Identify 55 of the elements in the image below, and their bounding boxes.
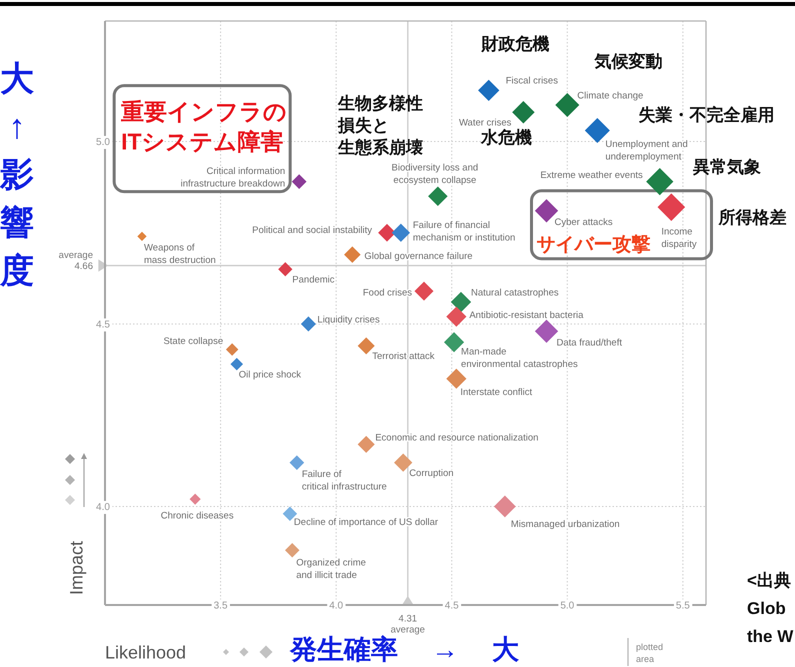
series-label: Antibiotic-resistant bacteria	[469, 310, 584, 321]
series-label: Decline of importance of US dollar	[294, 517, 438, 528]
series-label: Political and social instability	[252, 225, 372, 236]
series-label: Liquidity crises	[317, 314, 380, 326]
annotation: 生物多様性損失と生態系崩壊	[336, 94, 423, 158]
series-label: Critical information infrastructure breakdown	[180, 166, 286, 190]
series-label: Oil price shock	[238, 369, 302, 380]
series-label: Weapons of mass destruction	[144, 242, 216, 266]
series-label: Water crises	[458, 118, 512, 129]
ref-line-label: average 4.66	[58, 250, 93, 272]
y-axis-title: Impact	[66, 540, 86, 596]
series-label: Corruption	[409, 468, 454, 479]
x-tick-label: 4.0	[329, 600, 344, 612]
series-label: Extreme weather events	[540, 170, 644, 181]
series-label: Pandemic	[292, 274, 335, 286]
text: <出典 Glob the W	[747, 570, 794, 646]
series-label: Fiscal crises	[506, 76, 558, 87]
x-tick-label: 4.5	[444, 600, 460, 612]
ref-line-label: 4.31 average	[390, 613, 425, 636]
y-tick-label: 5.0	[96, 136, 110, 148]
series-label: Biodiversity loss and ecosystem collapse	[392, 162, 478, 186]
annotation: 失業・不完全雇用	[638, 105, 774, 124]
x-tick-label: 5.0	[560, 600, 575, 612]
y-tick-label: 4.5	[96, 319, 110, 330]
annotation: 重要インフラのITシステム障害	[120, 98, 288, 155]
annotation: 水危機	[480, 128, 532, 148]
x-tick-label: 3.5	[214, 600, 228, 612]
series-label: Interstate conflict	[460, 387, 533, 398]
series-label: Failure of critical infrastructure	[302, 468, 387, 492]
text: plotted area	[636, 642, 664, 664]
series-label: Terrorist attack	[372, 351, 435, 362]
annotation: 財政危機	[480, 34, 550, 54]
series-label: Cyber attacks	[554, 217, 613, 228]
series-label: Economic and resource nationalization	[375, 432, 538, 444]
text: 発生確率 → 大	[289, 634, 520, 664]
annotation: サイバー攻撃	[536, 233, 651, 256]
x-tick-label: 5.5	[676, 600, 690, 612]
series-label: Unemployment and underemployment	[605, 138, 688, 162]
series-label: Data fraud/theft	[556, 338, 622, 349]
series-label: Man-made environmental catastrophes	[461, 346, 578, 370]
annotation: 気候変動	[593, 52, 662, 71]
series-label: Natural catastrophes	[470, 287, 559, 298]
series-label: Mismanaged urbanization	[510, 518, 620, 530]
series-label: Chronic diseases	[160, 510, 234, 522]
x-axis-title: Likelihood	[105, 642, 186, 662]
series-label: Global governance failure	[364, 250, 473, 262]
series-label: Failure of financial mechanism or institution	[412, 220, 516, 244]
series-label: Income disparity	[661, 226, 697, 250]
series-label: Organized crime and illicit trade	[296, 558, 366, 582]
y-tick-label: 4.0	[96, 502, 110, 513]
annotation: 所得格差	[717, 208, 786, 228]
series-label: State collapse	[163, 336, 224, 347]
annotation: 異常気象	[692, 158, 761, 177]
series-label: Climate change	[577, 90, 644, 102]
series-label: Food crises	[362, 287, 412, 298]
